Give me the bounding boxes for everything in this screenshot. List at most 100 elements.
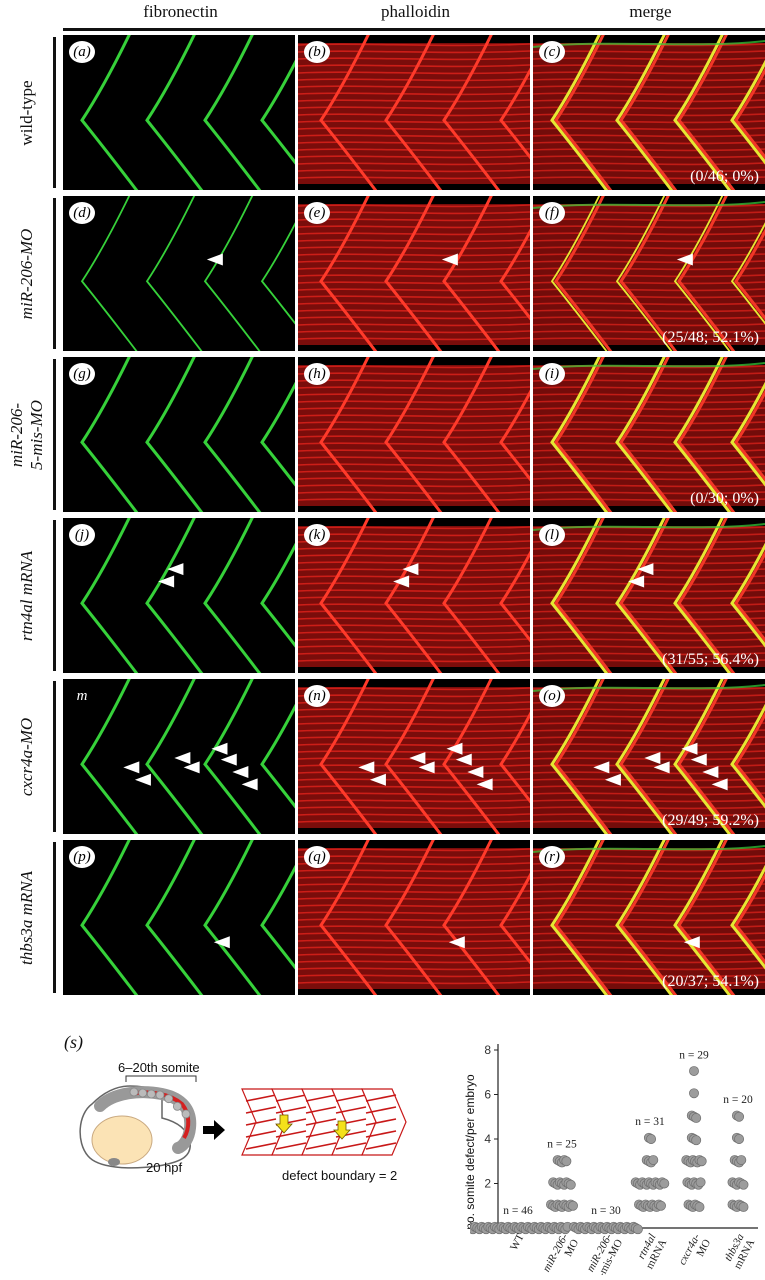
row-rule bbox=[53, 37, 56, 188]
row-rule bbox=[53, 520, 56, 671]
myofibre bbox=[298, 652, 530, 656]
myofibre bbox=[298, 64, 530, 68]
myofibre bbox=[298, 330, 530, 334]
somite-boundary-red bbox=[619, 840, 678, 995]
somite-boundary-green bbox=[203, 35, 262, 190]
data-point bbox=[736, 1155, 747, 1166]
data-point bbox=[659, 1178, 670, 1189]
somite-boundary-green bbox=[80, 196, 138, 351]
micrograph-panel-o: (o) (29/49; 59.2%) bbox=[533, 679, 765, 834]
micrograph-image bbox=[298, 518, 530, 673]
somite-boundary-merged bbox=[673, 35, 732, 190]
fibre-hatch bbox=[305, 1142, 337, 1150]
myofibre bbox=[298, 911, 530, 915]
somite-boundary-red bbox=[319, 679, 378, 834]
somite-boundary-red bbox=[442, 840, 501, 995]
data-point bbox=[696, 1156, 707, 1167]
myofibre bbox=[533, 71, 765, 75]
defect-count: (25/48; 52.1%) bbox=[662, 329, 759, 346]
myofibre bbox=[298, 785, 530, 789]
myofibre bbox=[533, 743, 765, 747]
somite-boundary-red bbox=[384, 357, 443, 512]
myofibre bbox=[298, 813, 530, 817]
myofibre bbox=[298, 141, 530, 145]
somite-boundary-merged bbox=[550, 518, 609, 673]
panel-letter: (r) bbox=[539, 846, 565, 868]
somite-boundary-red bbox=[554, 357, 613, 512]
arrowhead-icon bbox=[683, 936, 700, 949]
muscle-fibers bbox=[533, 840, 765, 995]
column-rule bbox=[533, 28, 765, 31]
micrograph-panel-n: (n) bbox=[298, 679, 530, 834]
defect-arrow-icon bbox=[275, 1114, 293, 1134]
data-point bbox=[694, 1201, 705, 1212]
somite-boundary-red bbox=[554, 196, 613, 351]
defect-count: (0/30; 0%) bbox=[690, 490, 759, 507]
myofibre bbox=[533, 78, 765, 82]
myofibre bbox=[298, 337, 530, 341]
fibre-hatch bbox=[275, 1142, 307, 1150]
myofibre bbox=[298, 113, 530, 117]
micrograph-panel-j: (j) bbox=[63, 518, 295, 673]
myofibre bbox=[298, 918, 530, 922]
myofibre bbox=[533, 554, 765, 558]
myofibre bbox=[298, 617, 530, 621]
data-point bbox=[691, 1135, 702, 1146]
myofibre bbox=[533, 869, 765, 873]
myofibre bbox=[533, 232, 765, 236]
somite bbox=[138, 1088, 148, 1098]
micrograph-image bbox=[298, 840, 530, 995]
bracket bbox=[125, 1075, 197, 1082]
somite-boundary-red bbox=[442, 357, 501, 512]
somite-boundary-red bbox=[734, 550, 765, 643]
myofibre bbox=[298, 148, 530, 152]
myofibre bbox=[533, 498, 765, 502]
somite-boundary-merged bbox=[730, 222, 765, 325]
myofibre bbox=[298, 232, 530, 236]
panel-letter: m bbox=[76, 688, 88, 704]
myofibre bbox=[298, 722, 530, 726]
myofibre bbox=[298, 386, 530, 390]
somite-boundary-red bbox=[619, 518, 678, 673]
myofibre bbox=[533, 400, 765, 404]
somite-boundary-red bbox=[619, 196, 678, 351]
somite-boundary-red bbox=[677, 840, 736, 995]
myofibre bbox=[298, 820, 530, 824]
myofibre bbox=[298, 974, 530, 978]
somite-boundary-red bbox=[384, 35, 443, 190]
myofibre bbox=[533, 883, 765, 887]
somite-boundary-red bbox=[499, 711, 530, 804]
micrograph-panel-a: (a) bbox=[63, 35, 295, 190]
myofibre bbox=[298, 134, 530, 138]
somite-boundary-red bbox=[384, 840, 443, 995]
myofibre bbox=[533, 64, 765, 68]
data-point bbox=[568, 1200, 578, 1211]
somite-boundary-red bbox=[554, 518, 613, 673]
n-label: n = 29 bbox=[679, 1049, 709, 1061]
myofibre bbox=[298, 260, 530, 264]
row-rule bbox=[53, 198, 56, 349]
somite-boundary-red bbox=[499, 550, 530, 643]
y-tick-label: 4 bbox=[484, 1132, 491, 1146]
arrowhead-icon bbox=[711, 778, 728, 791]
micrograph-image bbox=[63, 35, 295, 190]
myofibre bbox=[298, 491, 530, 495]
somite-boundary-merged bbox=[673, 518, 732, 673]
somite-boundary-merged bbox=[550, 35, 609, 190]
somite-boundary-red bbox=[319, 840, 378, 995]
somite-boundary-red bbox=[319, 518, 378, 673]
somite-boundary-green bbox=[260, 381, 295, 487]
myofibre bbox=[298, 778, 530, 782]
somite-boundary-green bbox=[145, 357, 204, 512]
arrowhead-icon bbox=[441, 253, 458, 266]
myofibre bbox=[533, 953, 765, 957]
somite bbox=[181, 1109, 191, 1119]
myofibre bbox=[298, 771, 530, 775]
somite-boundary-red bbox=[442, 196, 501, 351]
myofibre bbox=[533, 106, 765, 110]
myofibre bbox=[533, 617, 765, 621]
somite-boundary-green bbox=[145, 35, 204, 190]
data-point bbox=[565, 1179, 576, 1190]
somite bbox=[155, 1090, 165, 1100]
myofibre bbox=[533, 589, 765, 593]
